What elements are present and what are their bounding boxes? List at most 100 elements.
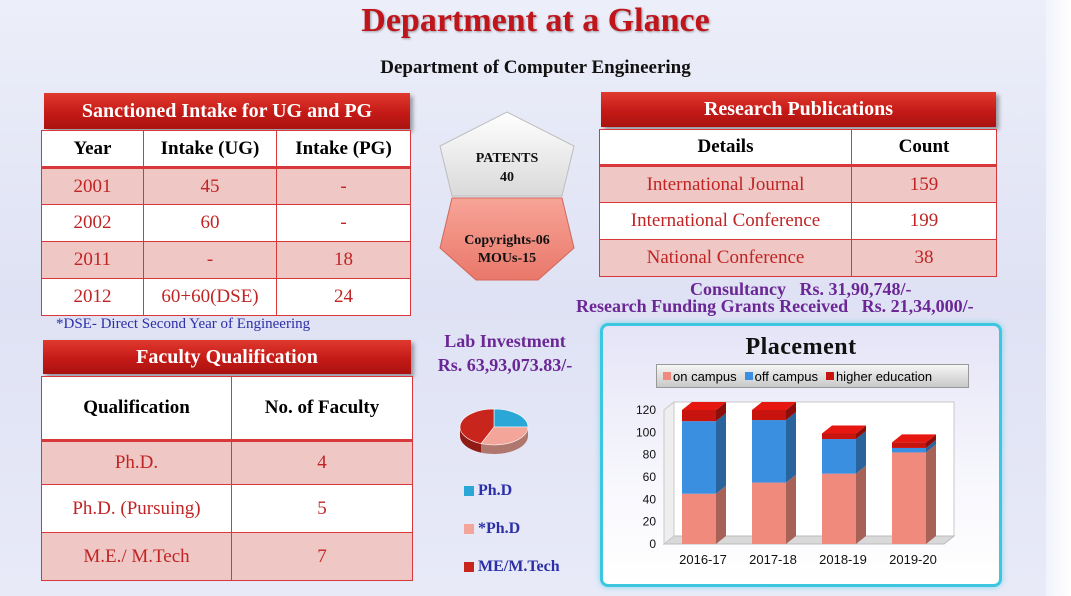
placement-legend: on campus off campus higher education xyxy=(656,364,969,388)
table-row: 2011 - 18 xyxy=(41,241,411,279)
pentagon-graphic xyxy=(439,111,575,281)
intake-ug: 60 xyxy=(143,204,277,242)
y-tick-label: 60 xyxy=(643,470,657,484)
pie-slice-side xyxy=(480,427,528,454)
bar-segment-higher-education xyxy=(682,410,716,422)
research-detail: National Conference xyxy=(599,239,852,277)
pie-slice-side xyxy=(460,427,481,453)
y-tick-label: 80 xyxy=(643,448,657,462)
faculty-count: 4 xyxy=(231,440,413,485)
intake-pg: - xyxy=(276,204,411,242)
legend-label: higher education xyxy=(835,368,933,384)
research-detail: International Conference xyxy=(599,202,852,240)
bar-segment-higher-education xyxy=(752,410,786,421)
intake-year: 2001 xyxy=(41,167,144,205)
intake-pg: 24 xyxy=(276,278,411,316)
faculty-qualification: Ph.D. (Pursuing) xyxy=(41,484,232,533)
bar-segment-side xyxy=(786,474,796,544)
legend-swatch xyxy=(663,372,671,380)
y-tick-label: 40 xyxy=(643,492,657,506)
legend-label: *Ph.D xyxy=(478,520,521,537)
legend-swatch xyxy=(464,486,474,496)
research-count: 38 xyxy=(851,239,997,277)
x-tick-label: 2017-18 xyxy=(749,552,797,567)
legend-swatch xyxy=(464,524,474,534)
mous-text: MOUs-15 xyxy=(477,251,537,266)
table-row: 2002 60 - xyxy=(41,204,411,242)
legend-item-on-campus: on campus xyxy=(663,369,737,384)
intake-header-ug: Intake (UG) xyxy=(143,130,277,169)
copyrights-text: Copyrights-06 xyxy=(464,233,550,248)
bar-segment-side xyxy=(716,402,726,422)
faculty-qualification: Ph.D. xyxy=(41,440,232,485)
pie-slice-me-m-tech xyxy=(459,408,495,444)
faculty-pie-chart xyxy=(459,408,529,454)
faculty-table: Qualification No. of Faculty Ph.D. 4 Ph.… xyxy=(41,376,413,581)
intake-ug: 45 xyxy=(143,167,277,205)
intake-ug: - xyxy=(143,241,277,279)
intake-banner: Sanctioned Intake for UG and PG xyxy=(44,93,410,129)
bar-segment-higher-education xyxy=(822,433,856,440)
placement-title: Placement xyxy=(745,334,857,360)
intake-year: 2012 xyxy=(41,278,144,316)
bar-segment-side xyxy=(786,402,796,421)
x-tick-label: 2019-20 xyxy=(889,552,937,567)
bar-segment-off-campus xyxy=(892,447,926,453)
placement-bar-chart: 0 20 40 60 80 100 120 2016-17 2017-18 2018-19 2019… xyxy=(636,400,956,567)
bar-segment-side xyxy=(856,465,866,544)
y-tick-label: 120 xyxy=(636,403,656,417)
funding-text: Research Funding Grants Received Rs. 21,… xyxy=(576,296,974,316)
faculty-count: 5 xyxy=(231,484,413,533)
bar-segment-higher-education xyxy=(892,442,926,448)
legend-swatch xyxy=(744,372,753,380)
intake-header-pg: Intake (PG) xyxy=(276,130,411,169)
bar-segment-side xyxy=(926,444,936,544)
bar-top xyxy=(822,425,866,434)
table-row: M.E./ M.Tech 7 xyxy=(41,532,413,581)
chart-side-wall xyxy=(663,400,675,546)
bar-top xyxy=(682,402,726,410)
bar-segment-side xyxy=(786,412,796,483)
bar-top xyxy=(752,402,796,410)
pie-legend-metech: ME/M.Tech xyxy=(464,558,560,576)
bar-segment-off-campus xyxy=(822,439,856,474)
page-subtitle: Department of Computer Engineering xyxy=(380,57,691,78)
research-detail: International Journal xyxy=(599,165,852,203)
legend-item-higher-education: higher education xyxy=(825,368,933,384)
faculty-header-qualification: Qualification xyxy=(41,376,232,442)
intake-pg: 18 xyxy=(276,241,411,279)
pie-legend-phd: Ph.D xyxy=(464,482,512,500)
intake-year: 2002 xyxy=(41,204,144,242)
pie-slice-ph-d xyxy=(493,408,529,428)
bar-segment-side xyxy=(716,485,726,544)
right-edge-strip xyxy=(1046,0,1071,596)
legend-item-off-campus: off campus xyxy=(744,369,818,384)
intake-table: Year Intake (UG) Intake (PG) 2001 45 - 2… xyxy=(41,130,411,316)
bar-segment-side xyxy=(716,413,726,494)
faculty-count: 7 xyxy=(231,532,413,581)
bar-segment-side xyxy=(856,425,866,440)
bar-segment-on-campus xyxy=(892,452,926,544)
bar-segment-on-campus xyxy=(822,473,856,544)
table-row: Ph.D. 4 xyxy=(41,440,413,485)
bar-segment-off-campus xyxy=(682,421,716,494)
bar-segment-off-campus xyxy=(752,420,786,483)
table-row: International Journal 159 xyxy=(599,165,997,203)
research-count: 199 xyxy=(851,202,997,240)
bar-segment-on-campus xyxy=(682,493,716,544)
dse-note: *DSE- Direct Second Year of Engineering xyxy=(56,316,311,332)
pie-slice--ph-d xyxy=(480,426,529,446)
bar-top xyxy=(892,434,936,443)
faculty-qualification: M.E./ M.Tech xyxy=(41,532,232,581)
lab-investment-label: Lab Investment xyxy=(444,331,566,351)
table-row: 2012 60+60(DSE) 24 xyxy=(41,278,411,316)
faculty-header-count: No. of Faculty xyxy=(231,376,413,442)
table-row: National Conference 38 xyxy=(599,239,997,277)
table-row: Ph.D. (Pursuing) 5 xyxy=(41,484,413,533)
y-tick-label: 0 xyxy=(649,537,656,551)
lab-investment-value: Rs. 63,93,073.83/- xyxy=(437,355,573,375)
table-row: International Conference 199 xyxy=(599,202,997,240)
pie-legend-phd-pursuing: *Ph.D xyxy=(464,520,520,538)
research-table: Details Count International Journal 159 … xyxy=(599,129,997,277)
bar-segment-side xyxy=(856,431,866,474)
